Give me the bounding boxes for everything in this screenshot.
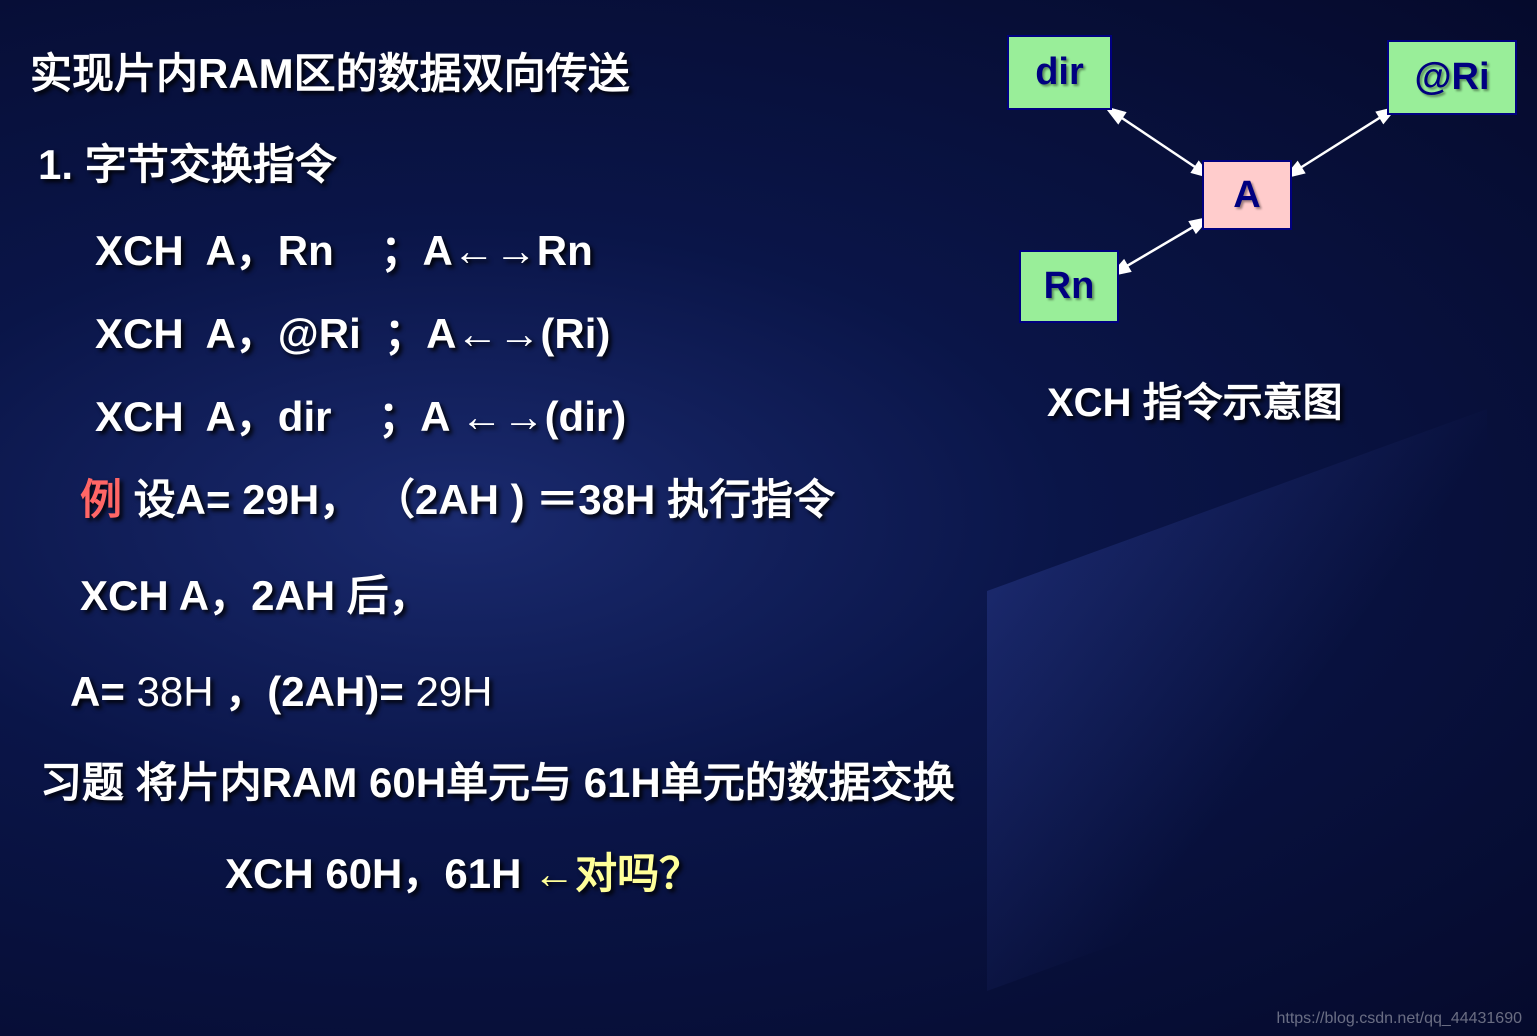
- result-2ah-label: ，(2AH)=: [214, 668, 416, 715]
- xch-diagram: dir @Ri A Rn XCH 指令示意图: [997, 25, 1517, 345]
- diagram-box-rn: Rn: [1019, 250, 1119, 323]
- diagram-caption: XCH 指令示意图: [1047, 370, 1343, 428]
- watermark: https://blog.csdn.net/qq_44431690: [1276, 1010, 1522, 1028]
- example-result: A= 38H ，(2AH)= 29H: [70, 658, 1517, 719]
- example-label: 例: [80, 476, 122, 523]
- slide-container: 实现片内RAM区的数据双向传送 1. 字节交换指令 XCH A，Rn ；A←→R…: [0, 0, 1537, 1036]
- exercise-question: ←对吗？: [533, 850, 701, 897]
- diagram-box-dir: dir: [1007, 35, 1112, 110]
- example-code: XCH A，2AH 后，: [80, 562, 1517, 623]
- diagram-box-ri: @Ri: [1387, 40, 1517, 115]
- exercise-label: 习题 将片内RAM 60H单元与 61H单元的数据交换: [40, 749, 1517, 810]
- exercise-code: XCH 60H，61H: [225, 850, 533, 897]
- diagram-box-a: A: [1202, 160, 1292, 230]
- exercise-code-line: XCH 60H，61H ←对吗？: [225, 840, 1517, 901]
- result-a-value: 38H: [137, 668, 214, 715]
- example-setup: 例 设A= 29H， （2AH ) ＝38H 执行指令: [80, 466, 1517, 527]
- example-setup-text: 设A= 29H， （2AH ) ＝38H 执行指令: [122, 476, 835, 523]
- result-2ah-value: 29H: [415, 668, 492, 715]
- result-a-label: A=: [70, 668, 137, 715]
